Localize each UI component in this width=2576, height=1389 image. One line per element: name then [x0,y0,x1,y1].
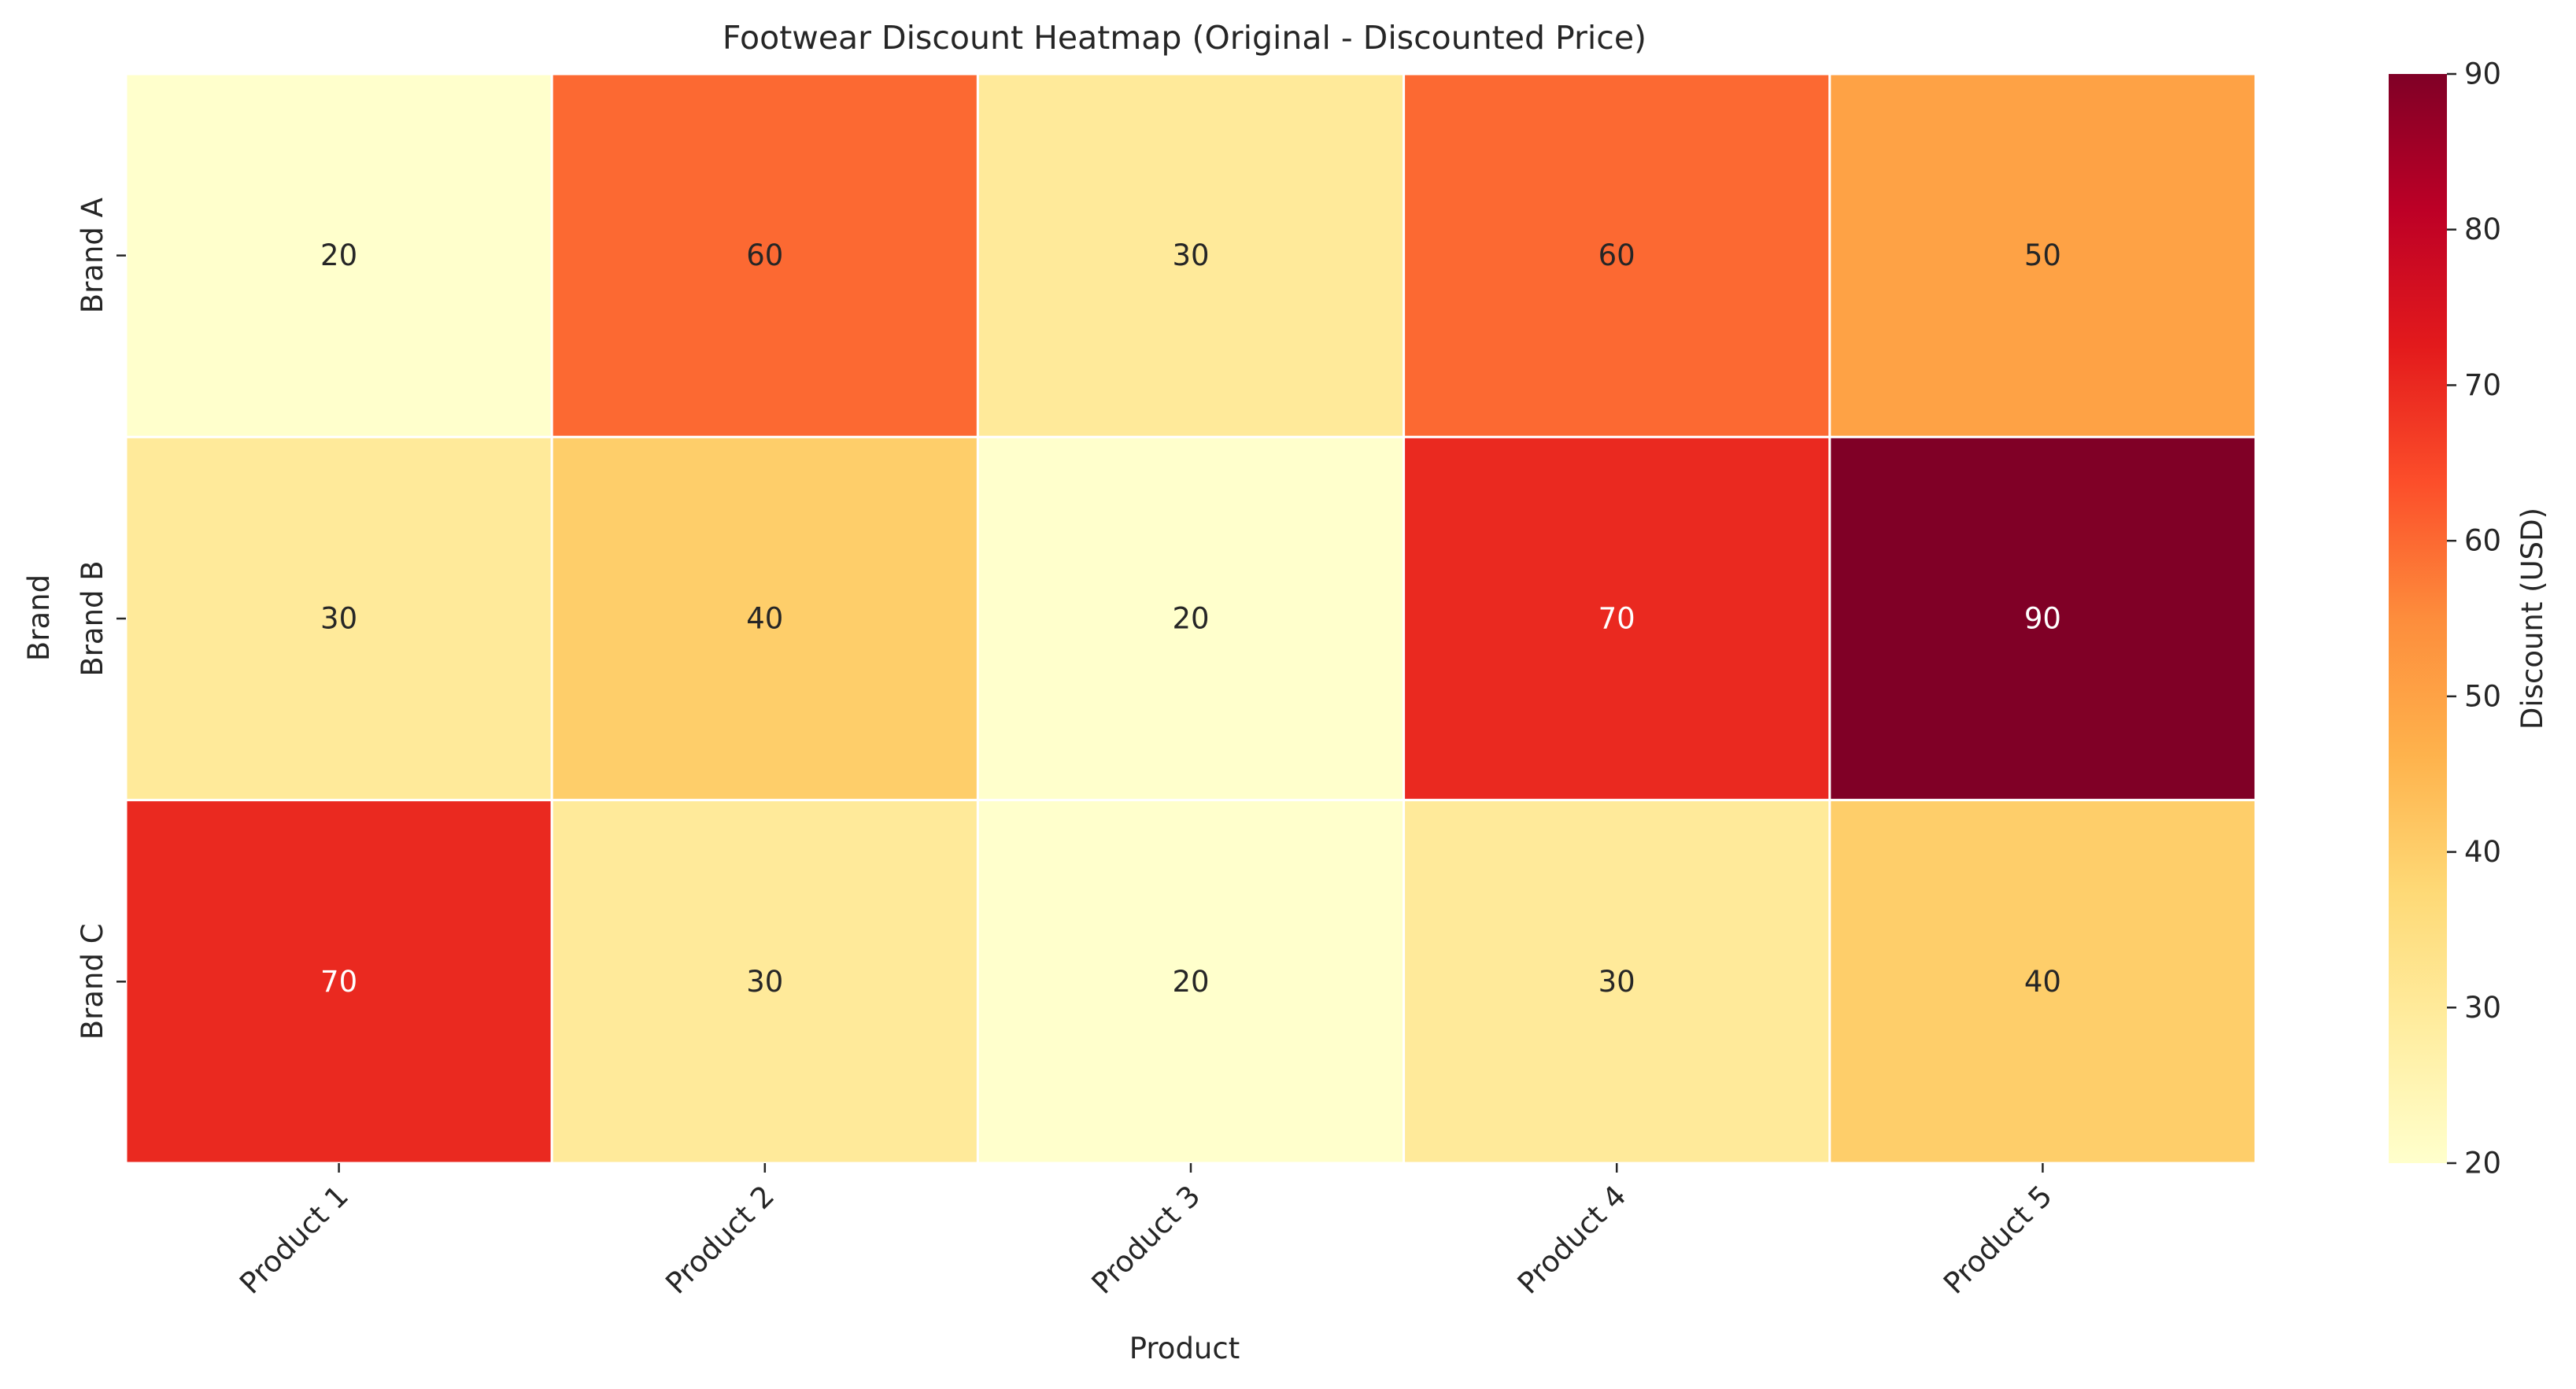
cell-value-label: 30 [1598,965,1635,999]
cell-value-label: 70 [1598,602,1635,636]
heatmap-cells [124,72,2257,1165]
cell-value-label: 20 [1172,602,1209,636]
cell-value-label: 20 [1172,965,1209,999]
heatmap-cell [550,799,979,1165]
heatmap-cell [124,435,553,802]
x-axis-label: Product [1129,1332,1240,1365]
heatmap-cell [1403,799,1831,1165]
colorbar-tick-label: 30 [2464,991,2501,1025]
colorbar-tick-label: 90 [2464,57,2501,91]
colorbar-tick-label: 20 [2464,1147,2501,1180]
x-tick-label: Product 3 [1085,1179,1207,1301]
y-tick-label: Brand A [76,198,109,313]
x-axis: Product 1 Product 2 Product 3 Product 4 Prod… [233,1163,2059,1301]
heatmap-cell [1828,435,2257,802]
x-tick-label: Product 5 [1937,1179,2059,1301]
cell-value-label: 30 [1172,238,1209,272]
colorbar-tick-label: 80 [2464,212,2501,246]
x-tick-label: Product 4 [1511,1179,1633,1301]
heatmap-cell [124,72,553,438]
heatmap-cell [976,72,1406,438]
heatmap-cell [1828,799,2257,1165]
cell-value-label: 70 [320,965,357,999]
colorbar-tick-label: 70 [2464,368,2501,402]
cell-value-label: 20 [320,238,357,272]
cell-value-label: 40 [746,602,783,636]
cell-value-label: 60 [1598,238,1635,272]
heatmap-cell [976,435,1406,802]
cell-value-label: 40 [2024,965,2061,999]
y-axis: Brand A Brand B Brand C [76,198,126,1040]
cell-value-label: 30 [746,965,783,999]
heatmap-cell [550,72,979,438]
cell-value-label: 30 [320,602,357,636]
cell-value-label: 60 [746,238,783,272]
heatmap-cell [550,435,979,802]
x-tick-label: Product 1 [233,1179,355,1301]
heatmap-cell [1828,72,2257,438]
colorbar-ticks: 20 30 40 50 60 70 80 90 [2447,57,2501,1180]
colorbar [2389,74,2447,1163]
colorbar-label: Discount (USD) [2515,508,2549,730]
colorbar-tick-label: 60 [2464,524,2501,558]
y-axis-label: Brand [22,574,56,661]
heatmap-cell [976,799,1406,1165]
colorbar-tick-label: 50 [2464,679,2501,713]
heatmap-cell-labels: 20 60 30 60 50 30 40 20 70 90 70 30 20 30 40 [320,238,2061,999]
x-tick-label: Product 2 [659,1179,781,1301]
y-tick-label: Brand C [76,923,109,1040]
colorbar-tick-label: 40 [2464,835,2501,869]
chart-title: Footwear Discount Heatmap (Original - Di… [723,19,1646,57]
cell-value-label: 90 [2024,602,2061,636]
cell-value-label: 50 [2024,238,2061,272]
y-tick-label: Brand B [76,560,109,676]
heatmap-cell [1403,72,1831,438]
